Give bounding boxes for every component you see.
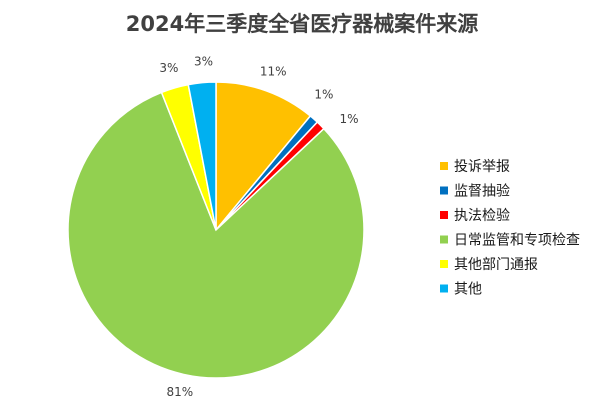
pie-slice-1	[215, 81, 312, 233]
chart-title: 2024年三季度全省医疗器械案件来源	[126, 12, 478, 36]
slice-label-4: 81%	[166, 385, 193, 399]
legend-swatch-6	[440, 284, 448, 293]
slice-label-2: 1%	[314, 88, 333, 102]
pie-slice-6	[187, 81, 217, 231]
legend-swatch-3	[440, 211, 448, 219]
slice-label-6: 3%	[194, 55, 213, 69]
pie-slices	[67, 81, 365, 379]
legend-label-2: 监督抽验	[454, 184, 510, 200]
slice-label-1: 11%	[260, 64, 287, 78]
legend-swatch-4	[440, 235, 448, 244]
legend-label-4: 日常监管和专项检查	[454, 233, 580, 249]
slice-label-5: 3%	[159, 61, 178, 75]
percentage-labels: 11% 1% 1% 81% 3% 3%	[159, 55, 358, 399]
legend-swatch-5	[440, 260, 448, 268]
legend-swatch-2	[440, 186, 448, 195]
legend-label-1: 投诉举报	[454, 159, 510, 175]
legend-swatch-1	[440, 162, 448, 170]
pie-slice-4	[67, 91, 365, 379]
legend-label-5: 其他部门通报	[454, 257, 538, 273]
legend-label-6: 其他	[454, 282, 482, 298]
legend-label-3: 执法检验	[454, 208, 510, 224]
slice-label-3: 1%	[339, 112, 358, 126]
